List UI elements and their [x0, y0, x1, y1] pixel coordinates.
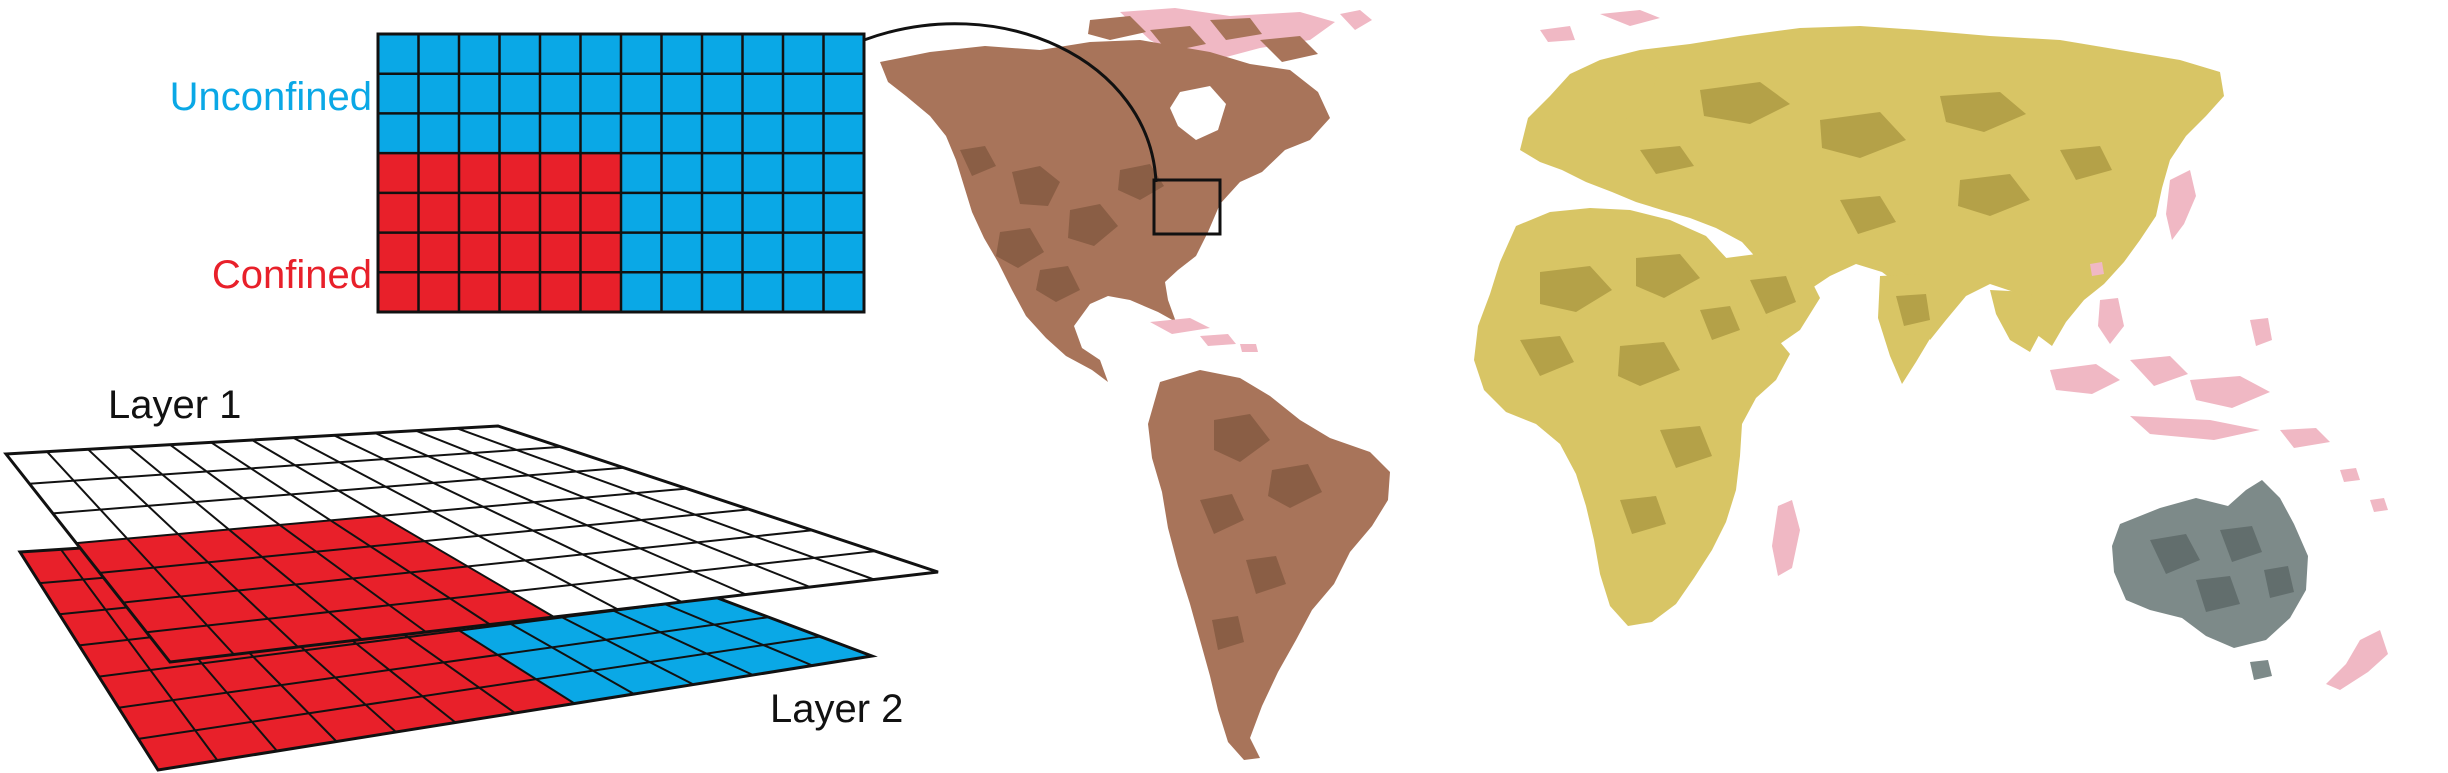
- plane-row-line: [118, 616, 769, 709]
- africa: [1474, 208, 1800, 626]
- plane-col-line: [169, 443, 427, 633]
- plane-col-line: [333, 434, 683, 603]
- eurasia: [1520, 26, 2224, 346]
- plane-row-line: [76, 487, 687, 545]
- grid-lines: [378, 34, 864, 312]
- layer-1-label: Layer 1: [108, 383, 241, 427]
- confinement-grid: [376, 32, 866, 314]
- plane-col-line: [210, 441, 491, 626]
- south-america: [1148, 370, 1390, 760]
- plane-row-line: [29, 445, 561, 485]
- plane-row-line: [138, 635, 821, 740]
- caribbean-islands: [1150, 318, 1258, 352]
- plane-col-line: [456, 427, 875, 581]
- plane-col-line: [60, 548, 219, 762]
- australia: [2112, 480, 2388, 690]
- layer-1-plane: [3, 424, 939, 664]
- plane-row-line: [99, 508, 750, 574]
- north-america: [880, 40, 1330, 382]
- grid-outline: [376, 32, 866, 314]
- plane-row-line: [52, 466, 624, 515]
- plane-row-line: [146, 550, 876, 634]
- plane-col-line: [87, 448, 299, 648]
- connector-curve: [863, 22, 1158, 183]
- confined-label: Confined: [212, 253, 372, 297]
- plane-col-line: [415, 429, 811, 588]
- southeast-asia-islands: [2050, 298, 2330, 448]
- layer-2-label: Layer 2: [770, 687, 903, 731]
- pacific-islands: [2090, 262, 2388, 512]
- unconfined-label: Unconfined: [170, 75, 372, 119]
- plane-row-line: [123, 529, 813, 604]
- plane-confined-region: [76, 515, 555, 662]
- canadian-arctic: [1088, 16, 1318, 62]
- world-map: [880, 8, 2388, 760]
- plane-col-line: [128, 446, 363, 641]
- plane-col-line: [374, 432, 747, 596]
- inset-locator-box: [1152, 178, 1222, 236]
- plane-col-line: [46, 450, 235, 656]
- plane-col-line: [251, 439, 555, 618]
- plane-col-line: [292, 436, 619, 611]
- plane-outline: [3, 424, 939, 664]
